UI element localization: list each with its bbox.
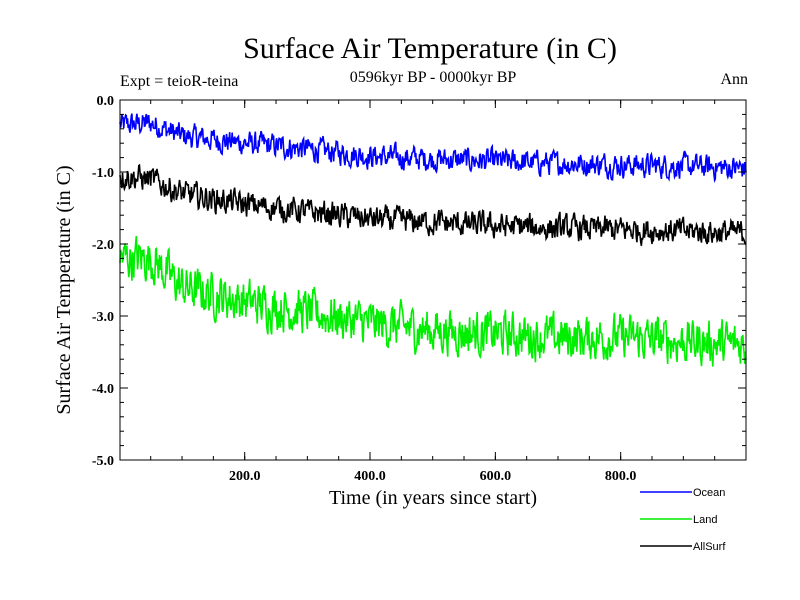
legend-label-ocean: Ocean: [693, 487, 725, 499]
chart-subtitle: 0596kyr BP - 0000kyr BP: [350, 69, 517, 86]
y-tick-label: -5.0: [92, 454, 114, 469]
legend-label-land: Land: [693, 514, 717, 526]
x-tick-label: 600.0: [480, 469, 512, 484]
y-axis-label: Surface Air Temperature (in C): [53, 165, 75, 414]
experiment-label: Expt = teioR-teina: [120, 73, 238, 90]
series-line-allsurf: [119, 163, 747, 246]
y-tick-label: -1.0: [92, 166, 114, 181]
series-line-land: [119, 235, 747, 367]
series-layer: [119, 113, 747, 367]
y-tick-label: -2.0: [92, 238, 114, 253]
season-label: Ann: [720, 71, 748, 88]
x-tick-label: 200.0: [229, 469, 261, 484]
chart-title: Surface Air Temperature (in C): [243, 32, 617, 65]
x-axis-label: Time (in years since start): [329, 487, 537, 509]
y-tick-label: -3.0: [92, 310, 114, 325]
legend: Ocean Land AllSurf: [640, 487, 726, 553]
legend-label-allsurf: AllSurf: [693, 541, 726, 553]
axes-layer: 0.0 -1.0 -2.0 -3.0 -4.0 -5.0 200.0 400.0 600.0 80…: [92, 94, 747, 484]
y-tick-label: 0.0: [97, 94, 115, 109]
x-tick-label: 800.0: [605, 469, 637, 484]
series-line-ocean: [119, 113, 747, 184]
x-tick-label: 400.0: [354, 469, 386, 484]
y-tick-label: -4.0: [92, 382, 114, 397]
